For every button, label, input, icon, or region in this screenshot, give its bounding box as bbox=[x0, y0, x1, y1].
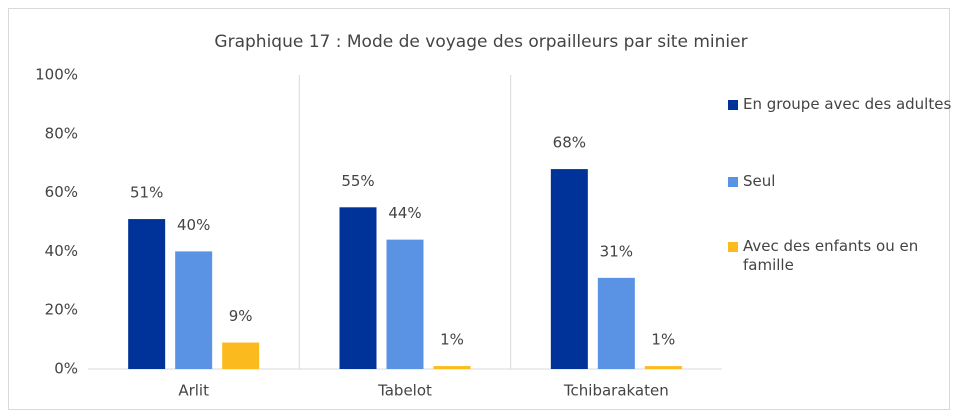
legend-swatch bbox=[728, 100, 738, 110]
x-tick-label: Tabelot bbox=[377, 382, 432, 400]
y-tick-label: 100% bbox=[35, 66, 78, 84]
data-label: 9% bbox=[229, 307, 253, 325]
bar bbox=[597, 277, 635, 369]
bar bbox=[550, 169, 588, 369]
x-tick-label: Tchibarakaten bbox=[563, 382, 669, 400]
chart-frame bbox=[8, 8, 950, 410]
y-tick-label: 40% bbox=[45, 242, 78, 260]
data-label: 1% bbox=[440, 331, 464, 349]
x-tick-label: Arlit bbox=[178, 382, 209, 400]
y-tick-label: 60% bbox=[45, 183, 78, 201]
data-label: 1% bbox=[651, 331, 675, 349]
bar bbox=[175, 251, 213, 369]
bar bbox=[128, 219, 166, 369]
legend-item: Seul bbox=[728, 172, 953, 191]
data-label: 68% bbox=[553, 134, 586, 152]
y-tick-label: 0% bbox=[54, 360, 78, 378]
bar bbox=[386, 239, 424, 369]
legend-item: En groupe avec des adultes bbox=[728, 95, 953, 114]
bar bbox=[339, 207, 377, 369]
data-label: 44% bbox=[388, 204, 421, 222]
data-label: 51% bbox=[130, 184, 163, 202]
legend-label: En groupe avec des adultes bbox=[743, 95, 952, 113]
chart-title: Graphique 17 : Mode de voyage des orpail… bbox=[214, 32, 747, 52]
legend-swatch bbox=[728, 177, 738, 187]
bar bbox=[433, 366, 471, 369]
data-label: 40% bbox=[177, 216, 210, 234]
y-tick-label: 80% bbox=[45, 124, 78, 142]
legend-swatch bbox=[728, 242, 738, 252]
legend-label: Avec des enfants ou en famille bbox=[743, 237, 919, 274]
legend-item: Avec des enfants ou en famille bbox=[728, 237, 953, 275]
data-label: 55% bbox=[341, 172, 374, 190]
data-label: 31% bbox=[600, 242, 633, 260]
bar bbox=[222, 342, 260, 369]
bar bbox=[644, 366, 682, 369]
legend-label: Seul bbox=[743, 172, 776, 190]
y-tick-label: 20% bbox=[45, 301, 78, 319]
